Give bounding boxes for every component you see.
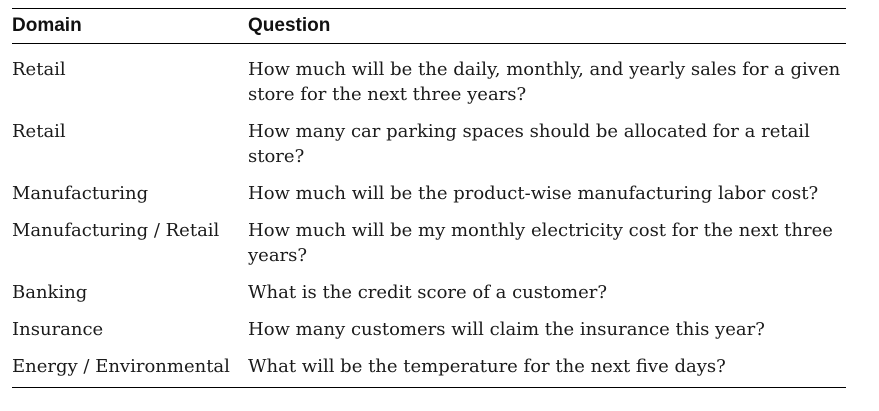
domain-question-table: Domain Question Retail How much will be … xyxy=(12,8,846,388)
question-cell: What is the credit score of a customer? xyxy=(248,282,608,303)
table-row: Manufacturing / Retail How much will be … xyxy=(12,218,846,280)
domain-cell: Retail xyxy=(12,59,66,80)
question-cell: How many car parking spaces should be al… xyxy=(248,121,810,167)
domain-cell: Banking xyxy=(12,282,88,303)
table-row: Retail How much will be the daily, month… xyxy=(12,44,846,120)
table-row: Energy / Environmental What will be the … xyxy=(12,354,846,388)
table-row: Manufacturing How much will be the produ… xyxy=(12,181,846,218)
question-cell: What will be the temperature for the nex… xyxy=(248,356,726,377)
domain-cell: Insurance xyxy=(12,319,104,340)
domain-cell: Manufacturing xyxy=(12,183,149,204)
table-row: Insurance How many customers will claim … xyxy=(12,317,846,354)
domain-question-table-container: Domain Question Retail How much will be … xyxy=(12,8,846,388)
question-cell: How much will be my monthly electricity … xyxy=(248,220,833,266)
question-cell: How many customers will claim the insura… xyxy=(248,319,765,340)
question-cell: How much will be the product-wise manufa… xyxy=(248,183,819,204)
domain-cell: Manufacturing / Retail xyxy=(12,220,220,241)
domain-cell: Retail xyxy=(12,121,66,142)
header-row: Domain Question xyxy=(12,8,846,44)
table-header: Domain Question xyxy=(12,8,846,44)
domain-cell: Energy / Environmental xyxy=(12,356,230,377)
column-header-domain: Domain xyxy=(12,15,82,36)
table-body: Retail How much will be the daily, month… xyxy=(12,44,846,388)
question-cell: How much will be the daily, monthly, and… xyxy=(248,59,841,105)
table-row: Banking What is the credit score of a cu… xyxy=(12,280,846,317)
table-row: Retail How many car parking spaces shoul… xyxy=(12,119,846,181)
column-header-question: Question xyxy=(248,15,331,36)
